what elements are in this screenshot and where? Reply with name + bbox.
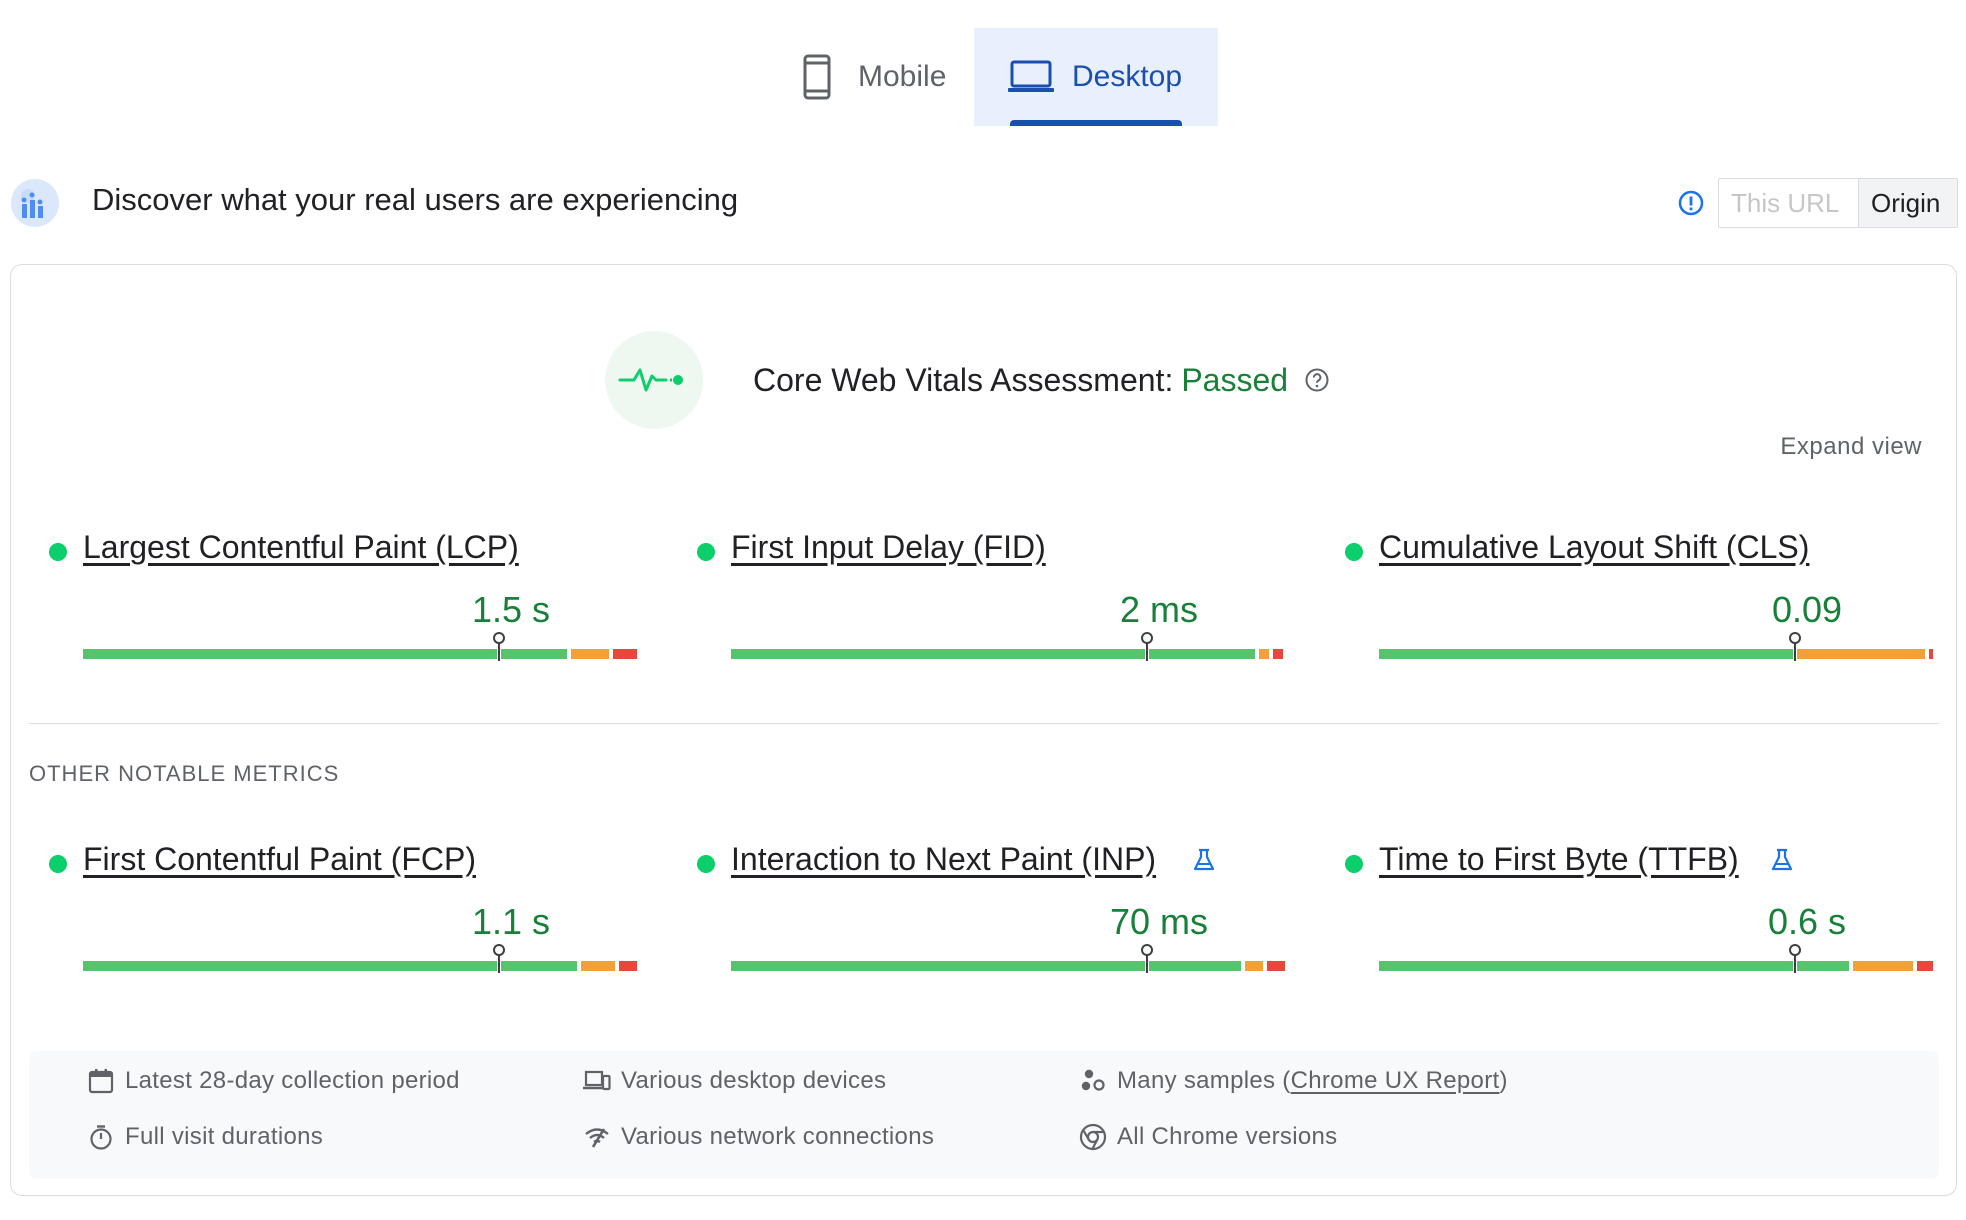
percentile-marker xyxy=(493,632,505,661)
status-dot xyxy=(697,855,715,873)
other-metrics-heading: OTHER NOTABLE METRICS xyxy=(29,761,340,786)
metric-name-link[interactable]: Largest Contentful Paint (LCP) xyxy=(83,529,519,565)
experimental-flask-icon xyxy=(1191,847,1217,878)
percentile-marker xyxy=(1141,944,1153,973)
cwv-assessment: Core Web Vitals Assessment: Passed xyxy=(605,331,1330,429)
data-source-info: Latest 28-day collection period Full vis… xyxy=(29,1051,1939,1179)
assessment-status: Passed xyxy=(1181,361,1289,398)
pulse-icon xyxy=(605,331,703,429)
metric-name-link[interactable]: First Contentful Paint (FCP) xyxy=(83,841,476,877)
metric-name-link[interactable]: Time to First Byte (TTFB) xyxy=(1379,841,1739,878)
devices: Various desktop devices xyxy=(583,1067,886,1095)
chrome-versions: All Chrome versions xyxy=(1079,1123,1337,1151)
origin-button[interactable]: Origin xyxy=(1859,179,1957,227)
crux-logo-icon xyxy=(10,178,60,228)
metric-value: 2 ms xyxy=(1119,589,1198,630)
metric-name-text: Interaction to Next Paint (INP) xyxy=(731,841,1157,877)
laptop-icon xyxy=(1008,54,1054,100)
expand-view-button[interactable]: Expand view xyxy=(1780,433,1922,460)
samples-icon xyxy=(1079,1067,1107,1095)
metric-value: 0.6 s xyxy=(1767,901,1847,942)
metric-value: 70 ms xyxy=(1109,901,1209,942)
chrome-versions-text: All Chrome versions xyxy=(1117,1123,1338,1150)
chrome-icon xyxy=(1079,1123,1107,1151)
device-tabs: Mobile Desktop xyxy=(0,28,1966,126)
samples: Many samples (Chrome UX Report) xyxy=(1079,1067,1508,1095)
samples-suffix: ) xyxy=(1499,1067,1508,1094)
distribution-bar xyxy=(1379,944,1943,973)
percentile-marker xyxy=(1141,632,1153,661)
help-icon[interactable] xyxy=(1304,367,1330,393)
status-dot xyxy=(1345,543,1363,561)
stopwatch-icon xyxy=(87,1123,115,1151)
metric-fid: First Input Delay (FID) 2 ms xyxy=(697,529,1297,679)
collection-period-text: Latest 28-day collection period xyxy=(125,1067,460,1094)
distribution-bar xyxy=(83,944,647,973)
network: Various network connections xyxy=(583,1123,934,1151)
field-data-card: Core Web Vitals Assessment: Passed Expan… xyxy=(10,264,1957,1196)
network-text: Various network connections xyxy=(621,1123,935,1150)
status-dot xyxy=(697,543,715,561)
experimental-flask-icon xyxy=(1769,847,1795,878)
phone-icon xyxy=(794,54,840,100)
metric-value: 1.5 s xyxy=(471,589,551,630)
metric-name-link[interactable]: First Input Delay (FID) xyxy=(731,529,1046,565)
distribution-bar xyxy=(731,944,1295,973)
calendar-icon xyxy=(87,1067,115,1095)
percentile-marker xyxy=(493,944,505,973)
visit-durations: Full visit durations xyxy=(87,1123,323,1151)
url-origin-toggle: This URL Origin xyxy=(1718,178,1958,228)
samples-prefix: Many samples ( xyxy=(1117,1067,1291,1094)
distribution-bar xyxy=(731,632,1295,661)
metric-name-link[interactable]: Cumulative Layout Shift (CLS) xyxy=(1379,529,1810,565)
metric-name-text: Time to First Byte (TTFB) xyxy=(1379,841,1739,877)
status-dot xyxy=(1345,855,1363,873)
metric-name-link[interactable]: Interaction to Next Paint (INP) xyxy=(731,841,1156,878)
field-data-header: Discover what your real users are experi… xyxy=(0,176,1966,232)
tab-desktop-label: Desktop xyxy=(1072,60,1183,93)
devices-text: Various desktop devices xyxy=(621,1067,887,1094)
section-divider xyxy=(29,723,1939,724)
metric-lcp: Largest Contentful Paint (LCP) 1.5 s xyxy=(49,529,649,679)
tab-mobile[interactable]: Mobile xyxy=(770,28,970,126)
metric-value: 1.1 s xyxy=(471,901,551,942)
assessment-label: Core Web Vitals Assessment: xyxy=(753,361,1174,398)
metric-value: 0.09 xyxy=(1771,589,1843,630)
distribution-bar xyxy=(83,632,647,661)
info-icon[interactable] xyxy=(1676,188,1706,218)
status-dot xyxy=(49,543,67,561)
devices-icon xyxy=(583,1067,611,1095)
network-icon xyxy=(583,1123,611,1151)
tab-mobile-label: Mobile xyxy=(858,60,947,93)
metric-cls: Cumulative Layout Shift (CLS) 0.09 xyxy=(1345,529,1945,679)
tab-active-indicator xyxy=(1010,120,1182,126)
status-dot xyxy=(49,855,67,873)
tab-desktop[interactable]: Desktop xyxy=(974,28,1218,126)
page-title: Discover what your real users are experi… xyxy=(92,182,739,217)
metric-ttfb: Time to First Byte (TTFB) 0.6 s xyxy=(1345,841,1945,991)
this-url-button[interactable]: This URL xyxy=(1719,179,1859,227)
percentile-marker xyxy=(1789,632,1801,661)
distribution-bar xyxy=(1379,632,1943,661)
collection-period: Latest 28-day collection period xyxy=(87,1067,460,1095)
visit-durations-text: Full visit durations xyxy=(125,1123,324,1150)
percentile-marker xyxy=(1789,944,1801,973)
chrome-ux-report-link[interactable]: Chrome UX Report xyxy=(1290,1067,1500,1094)
metric-fcp: First Contentful Paint (FCP) 1.1 s xyxy=(49,841,649,991)
metric-inp: Interaction to Next Paint (INP) 70 ms xyxy=(697,841,1297,991)
